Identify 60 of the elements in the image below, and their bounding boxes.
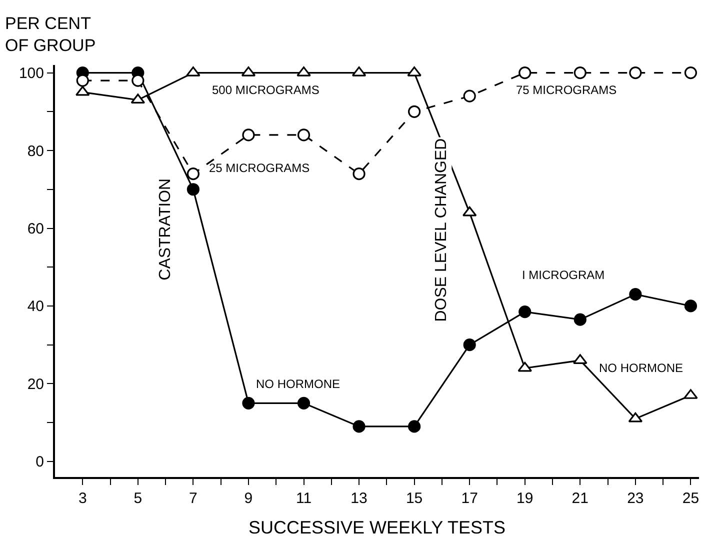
point — [186, 168, 200, 180]
point — [297, 396, 310, 410]
x-tick-label: 7 — [189, 490, 198, 507]
point — [628, 412, 643, 422]
point — [407, 66, 422, 76]
point — [186, 66, 200, 76]
point — [574, 66, 586, 80]
point — [463, 90, 476, 102]
point — [408, 105, 421, 118]
point — [684, 66, 698, 80]
y-tick-label: 20 — [27, 376, 44, 393]
y-tick-label: 60 — [27, 220, 44, 238]
x-tick-label: 11 — [296, 490, 312, 507]
point — [297, 128, 310, 142]
x-tick-label: 15 — [406, 490, 423, 507]
point — [629, 66, 642, 80]
x-tick-label: 9 — [244, 490, 253, 507]
annotation: NO HORMONE — [256, 377, 340, 391]
y-axis-title: PER CENT OF GROUP — [5, 14, 96, 56]
point — [518, 362, 532, 372]
x-tick-label: 3 — [78, 490, 87, 507]
point — [296, 66, 311, 76]
x-tick-label: 17 — [461, 490, 478, 507]
point — [130, 94, 146, 104]
x-tick-label: 23 — [627, 490, 644, 507]
point — [629, 288, 642, 301]
point — [242, 396, 255, 410]
annotation: DOSE LEVEL CHANGED — [433, 138, 450, 322]
point — [132, 74, 144, 87]
point — [352, 168, 366, 180]
x-tick-label: 19 — [516, 490, 534, 507]
point — [463, 338, 476, 352]
point — [684, 300, 698, 312]
point — [352, 66, 366, 76]
annotation: CASTRATION — [156, 178, 174, 280]
point — [76, 74, 89, 87]
point — [574, 313, 586, 326]
y-tick-label: 100 — [18, 65, 44, 82]
annotation: 75 MICROGRAMS — [516, 83, 617, 97]
annotation: 500 MICROGRAMS — [212, 83, 320, 97]
x-tick-label: 13 — [350, 490, 368, 507]
x-tick-label: 25 — [682, 490, 700, 507]
point — [408, 420, 421, 433]
y-tick-label: 40 — [27, 298, 44, 316]
y-tick-label: 0 — [36, 454, 44, 471]
point — [242, 128, 255, 142]
annotation: I MICROGRAM — [522, 268, 605, 282]
x-tick-label: 21 — [572, 490, 588, 507]
x-axis-title: SUCCESSIVE WEEKLY TESTS — [248, 518, 506, 538]
point — [186, 183, 200, 196]
annotation: 25 MICROGRAMS — [209, 161, 310, 175]
point — [75, 86, 90, 96]
y-tick-label: 80 — [27, 142, 44, 160]
point — [241, 66, 256, 76]
annotation: NO HORMONE — [599, 361, 683, 375]
point — [352, 420, 366, 433]
point — [462, 206, 477, 216]
x-tick-label: 5 — [134, 490, 142, 507]
point — [518, 66, 532, 80]
point — [518, 306, 532, 318]
